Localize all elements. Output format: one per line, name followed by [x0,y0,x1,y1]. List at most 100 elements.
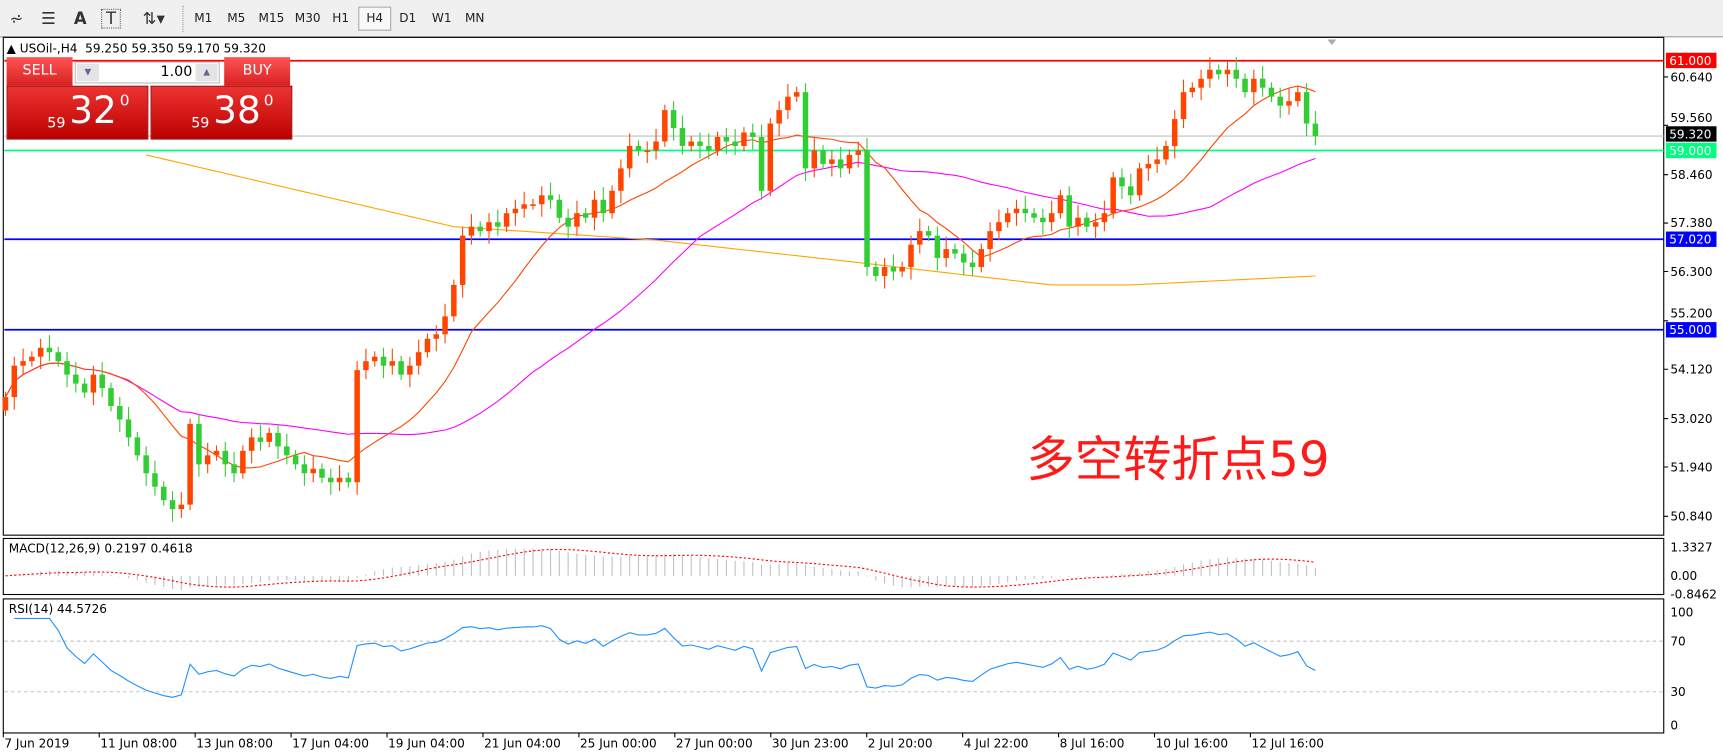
x-tick-label: 7 Jun 2019 [4,736,69,750]
tf-m1[interactable]: M1 [194,10,213,26]
candle-body [371,356,378,362]
candle-body [1101,213,1108,223]
candle-body [670,110,677,129]
candle-body [152,473,158,487]
text-icon[interactable]: A [73,8,87,29]
candle-body [363,361,369,371]
elliott-wave-icon[interactable]: ⩫ [9,8,24,29]
x-tick-label: 11 Jun 08:00 [100,736,177,750]
x-tick-label: 8 Jul 16:00 [1060,736,1125,750]
candle-body [1145,163,1152,169]
candle-body [1286,101,1292,106]
candle [1031,207,1037,224]
candle [451,279,457,322]
arrows-icon[interactable]: ⇅▾ [142,8,165,29]
tf-m15[interactable]: M15 [258,10,285,26]
candle [934,226,941,271]
candle [1101,200,1108,232]
candle-body [442,316,448,335]
x-tick-label: 13 Jun 08:00 [196,736,273,750]
price-label-bg [1665,142,1717,159]
candle [881,258,888,289]
candle-body [354,370,360,483]
candle [1013,199,1020,226]
y-tick-label: 60.640 [1670,70,1712,84]
candle [407,356,413,388]
candle [829,150,835,177]
ma-fast-line [5,85,1316,469]
lot-size-input[interactable]: ▼ 1.00 ▲ [74,61,220,84]
candle [1084,212,1090,233]
candle-body [978,249,985,268]
candle-body [380,356,387,366]
tf-h1[interactable]: H1 [332,10,350,26]
candle-body [530,204,536,206]
candle-body [486,222,492,232]
x-tick-label: 27 Jun 00:00 [676,736,753,750]
tf-d1[interactable]: D1 [399,10,417,26]
candle [635,140,642,156]
candle-body [477,226,483,232]
candle [486,213,492,244]
candle [688,136,694,152]
lot-decrease-icon[interactable]: ▼ [76,63,99,82]
collapse-triangle-icon[interactable]: ▲ [6,41,20,57]
candle [371,351,378,367]
candle-body [64,361,70,375]
candle-body [723,137,730,142]
candle [952,243,958,259]
candle-body [328,477,334,483]
candle-body [222,450,229,465]
candle [424,333,431,358]
candle-body [46,347,53,353]
buy-price-button[interactable]: 59 38 0 [150,85,293,140]
price-label-bg [1665,52,1717,69]
candle-body [1295,92,1301,102]
lot-value: 1.00 [160,63,193,81]
tf-w1[interactable]: W1 [431,10,452,26]
fibonacci-fan-icon[interactable]: ☰ [40,8,56,29]
candle-body [969,262,976,268]
sell-button[interactable]: SELL [6,57,73,86]
tf-m5[interactable]: M5 [227,10,246,26]
candle [644,141,650,164]
rsi-tick-label: 100 [1670,605,1693,619]
candle-body [1119,177,1125,187]
candle [187,418,193,511]
candle [574,200,580,236]
candle-body [1004,213,1011,223]
price-label: 55.000 [1669,323,1711,337]
sell-price-button[interactable]: 59 32 0 [6,85,149,140]
candle [380,347,387,379]
candle [1233,57,1240,88]
price-label: 59.000 [1669,144,1711,158]
y-tick-label: 57.380 [1670,216,1712,230]
candle [266,427,272,448]
candle [732,128,738,155]
sell-price-prefix: 59 [47,115,66,132]
candle [196,414,202,477]
y-tick-label: 50.840 [1670,510,1712,524]
tf-h4[interactable]: H4 [358,6,392,31]
candle-body [873,267,879,276]
buy-button[interactable]: BUY [224,57,291,86]
tf-mn[interactable]: MN [464,10,485,26]
candle [899,261,905,277]
candle-body [1189,87,1196,93]
candle [978,243,985,273]
candle [64,352,70,388]
candle [609,185,615,219]
candle [442,303,448,344]
candle-body [582,213,589,218]
text-label-icon[interactable]: T [101,8,121,29]
lot-increase-icon[interactable]: ▲ [195,63,218,82]
candle-body [1277,96,1283,106]
ma-mid-line [5,157,1316,436]
candle [503,207,510,233]
candle-body [1180,92,1187,120]
candle-body [1224,69,1231,75]
tf-m30[interactable]: M30 [294,10,321,26]
candle [873,261,879,282]
candle-body [415,352,422,366]
